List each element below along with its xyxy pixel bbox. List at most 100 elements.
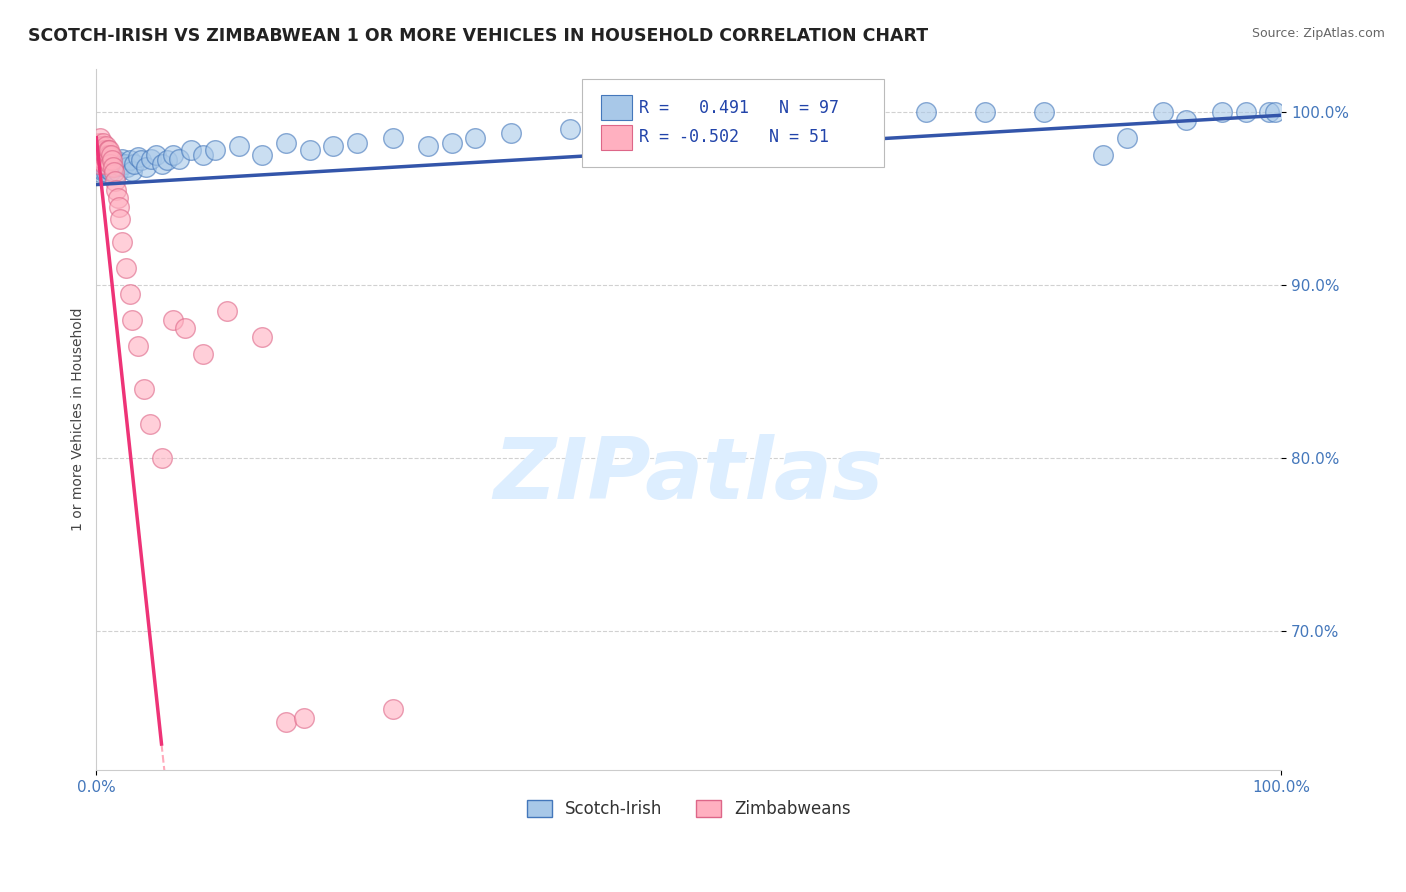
Point: [322, 139, 344, 153]
Point: [1234, 104, 1257, 119]
Point: [104, 160, 127, 174]
Point: [90, 155, 112, 169]
Point: [108, 200, 131, 214]
Point: [228, 139, 250, 153]
Point: [89, 130, 111, 145]
Point: [87, 153, 110, 168]
FancyBboxPatch shape: [582, 79, 884, 167]
Point: [145, 148, 167, 162]
Point: [678, 113, 700, 128]
Point: [1258, 104, 1281, 119]
Point: [1033, 104, 1056, 119]
Point: [93, 160, 115, 174]
Point: [89, 157, 111, 171]
Point: [96, 139, 118, 153]
Point: [127, 338, 149, 352]
Point: [1116, 130, 1139, 145]
Point: [169, 152, 191, 166]
Text: ZIPatlas: ZIPatlas: [494, 434, 884, 516]
Point: [97, 143, 120, 157]
Point: [93, 148, 115, 162]
Point: [94, 165, 117, 179]
Point: [111, 152, 134, 166]
Point: [974, 104, 997, 119]
Point: [87, 160, 110, 174]
Point: [440, 136, 463, 150]
Point: [91, 143, 114, 157]
Point: [89, 157, 111, 171]
Point: [108, 212, 131, 227]
Text: SCOTCH-IRISH VS ZIMBABWEAN 1 OR MORE VEHICLES IN HOUSEHOLD CORRELATION CHART: SCOTCH-IRISH VS ZIMBABWEAN 1 OR MORE VEH…: [28, 27, 928, 45]
Point: [104, 174, 127, 188]
Point: [464, 130, 486, 145]
Point: [96, 148, 118, 162]
Point: [250, 148, 273, 162]
Point: [97, 157, 120, 171]
Point: [560, 122, 582, 136]
Point: [381, 702, 404, 716]
Point: [107, 165, 129, 179]
Point: [90, 159, 112, 173]
Point: [118, 286, 141, 301]
Point: [93, 157, 115, 171]
Point: [215, 304, 238, 318]
Point: [162, 312, 184, 326]
Point: [107, 191, 129, 205]
Point: [100, 163, 122, 178]
Point: [139, 152, 162, 166]
Point: [100, 153, 122, 168]
Point: [96, 159, 118, 173]
Point: [191, 148, 214, 162]
Point: [156, 153, 179, 168]
Point: [162, 148, 184, 162]
Point: [250, 330, 273, 344]
Point: [97, 152, 120, 166]
Point: [115, 260, 138, 275]
Text: R =   0.491   N = 97: R = 0.491 N = 97: [638, 99, 839, 117]
Point: [122, 157, 145, 171]
Point: [121, 163, 143, 178]
Point: [131, 153, 153, 168]
Point: [1152, 104, 1174, 119]
Point: [98, 143, 121, 157]
Point: [93, 157, 115, 171]
Y-axis label: 1 or more Vehicles in Household: 1 or more Vehicles in Household: [72, 308, 86, 531]
Point: [87, 152, 110, 166]
Point: [150, 451, 173, 466]
Point: [1211, 104, 1233, 119]
Text: Source: ZipAtlas.com: Source: ZipAtlas.com: [1251, 27, 1385, 40]
Point: [114, 157, 136, 171]
Point: [108, 155, 131, 169]
Point: [105, 153, 128, 168]
Point: [499, 126, 522, 140]
Point: [346, 136, 368, 150]
Point: [97, 153, 120, 168]
Point: [138, 417, 160, 431]
Point: [132, 382, 155, 396]
Point: [93, 136, 115, 150]
Point: [97, 161, 120, 176]
Point: [87, 148, 110, 162]
Point: [94, 152, 117, 166]
Point: [90, 143, 112, 157]
Point: [737, 119, 759, 133]
Text: R = -0.502   N = 51: R = -0.502 N = 51: [638, 128, 830, 146]
Point: [105, 183, 128, 197]
Point: [93, 163, 115, 178]
Point: [100, 155, 122, 169]
Point: [103, 165, 125, 179]
Point: [91, 152, 114, 166]
Point: [180, 143, 202, 157]
Point: [90, 139, 112, 153]
Point: [191, 347, 214, 361]
Point: [274, 714, 297, 729]
Point: [96, 155, 118, 169]
Point: [98, 153, 121, 168]
Point: [796, 108, 818, 122]
Point: [298, 143, 321, 157]
FancyBboxPatch shape: [600, 95, 631, 120]
Point: [111, 235, 134, 249]
Point: [914, 104, 936, 119]
Point: [87, 136, 110, 150]
Point: [274, 136, 297, 150]
